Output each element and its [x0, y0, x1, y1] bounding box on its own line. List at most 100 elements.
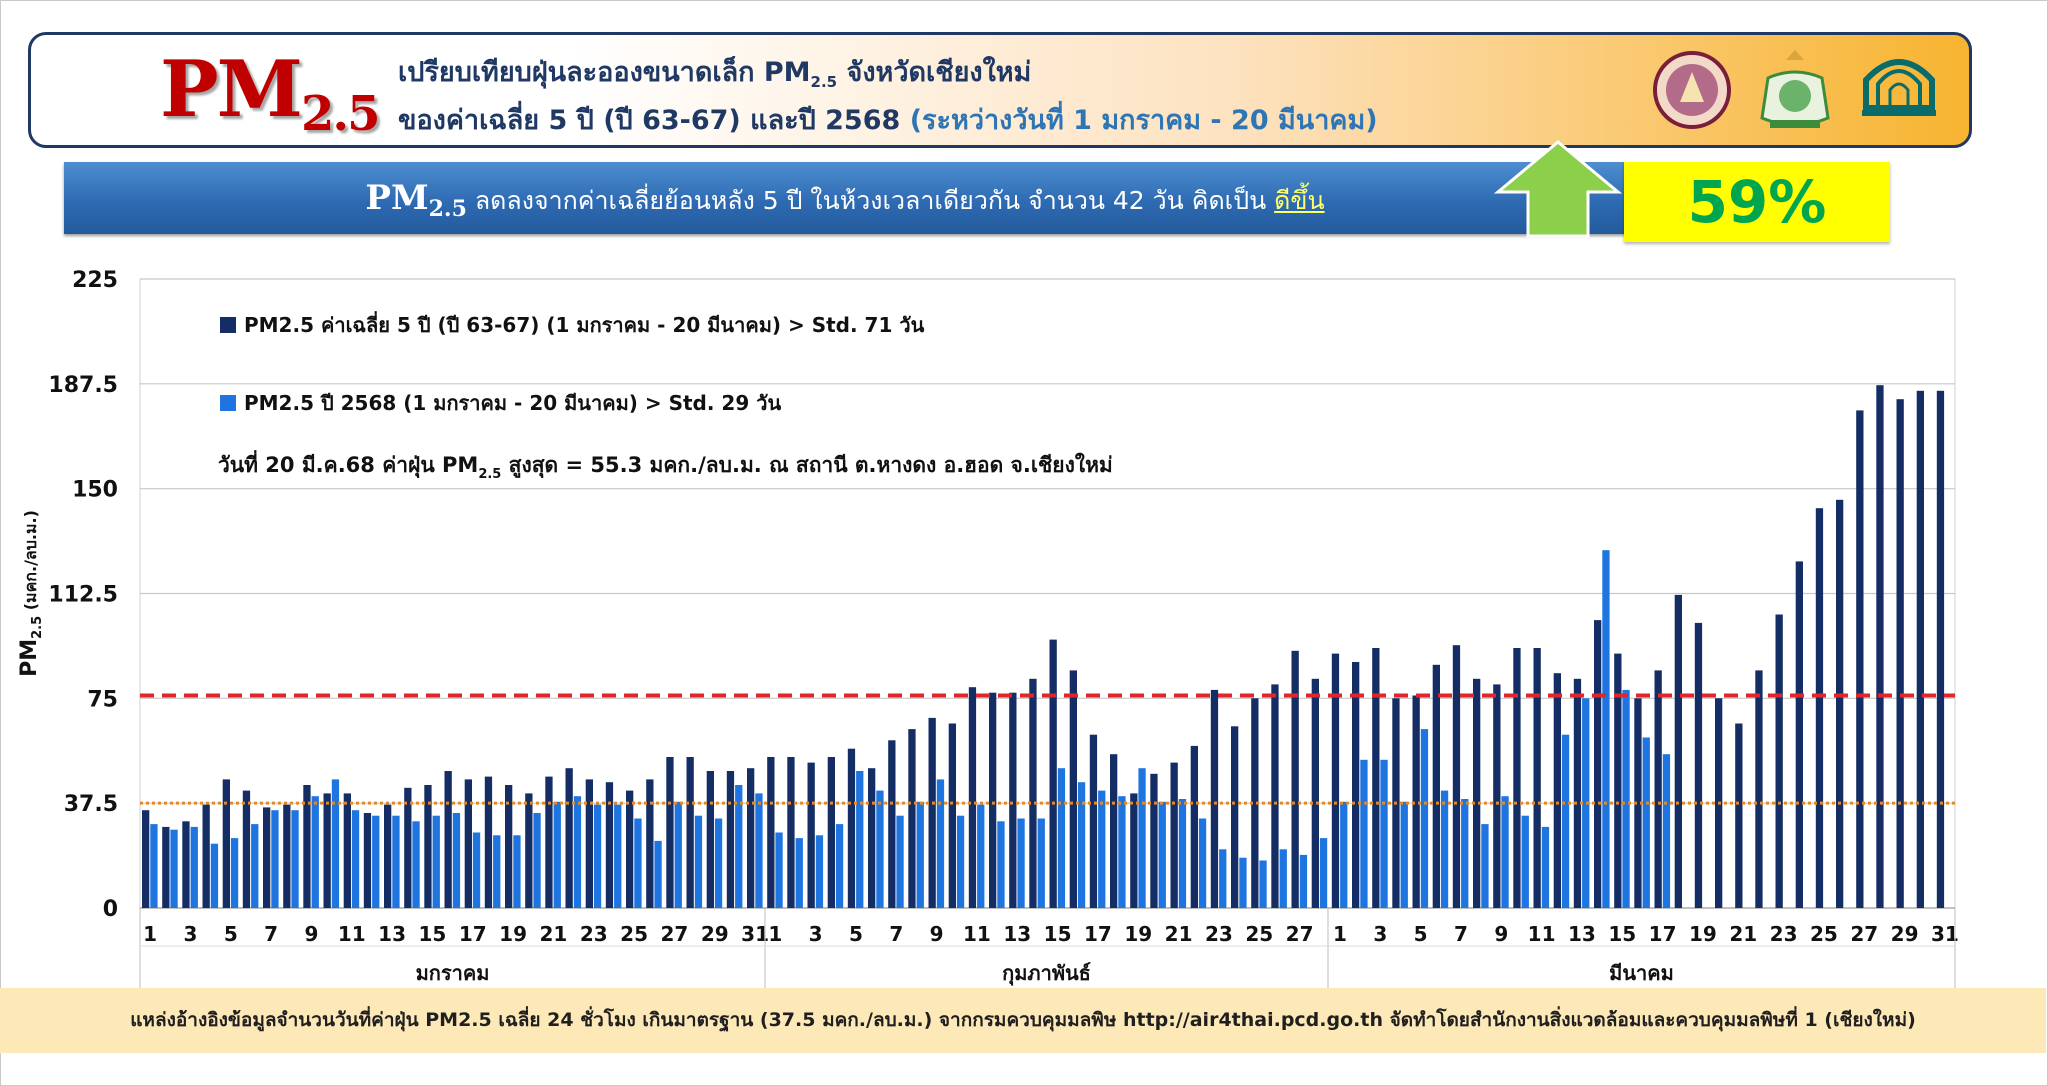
avg-5yr-bar — [1089, 734, 1098, 908]
year-2568-bar — [1118, 796, 1126, 908]
x-tick-label: 7 — [889, 922, 903, 946]
avg-5yr-bar — [384, 804, 392, 908]
x-tick-label: 7 — [264, 922, 278, 946]
y-axis-label: PM2.5 (มคก./ลบ.ม.) — [17, 510, 45, 677]
avg-5yr-bar — [827, 757, 835, 908]
header-title-line2: ของค่าเฉลี่ย 5 ปี (ปี 63-67) และปี 2568 … — [398, 105, 1378, 136]
year-2568-bar — [1461, 799, 1469, 908]
year-2568-bar — [150, 824, 158, 908]
avg-5yr-bar — [1291, 650, 1299, 908]
avg-5yr-bar — [1573, 678, 1582, 908]
year-2568-bar — [271, 810, 279, 908]
avg-5yr-bar — [142, 810, 150, 908]
year-2568-bar — [230, 838, 239, 908]
up-arrow-icon — [1494, 140, 1622, 238]
avg-5yr-bar — [484, 776, 493, 908]
x-tick-label: 25 — [1245, 922, 1273, 946]
month-label: มีนาคม — [1609, 961, 1674, 985]
avg-5yr-bar — [1614, 653, 1622, 908]
x-tick-label: 3 — [809, 922, 823, 946]
avg-5yr-bar — [343, 793, 351, 908]
avg-5yr-bar — [1412, 695, 1420, 908]
year-2568-bar — [896, 815, 904, 908]
year-2568-bar — [1582, 698, 1590, 908]
avg-5yr-bar — [1271, 684, 1279, 908]
x-tick-label: 25 — [1810, 922, 1838, 946]
avg-5yr-bar — [182, 821, 190, 908]
x-tick-label: 9 — [304, 922, 318, 946]
year-2568-bar — [311, 796, 319, 908]
avg-5yr-bar — [1533, 648, 1541, 908]
year-2568-bar — [170, 829, 178, 908]
year-2568-bar — [1481, 824, 1489, 908]
header-title-line1: เปรียบเทียบฝุ่นละอองขนาดเล็ก PM2.5 จังหว… — [398, 57, 1032, 91]
x-tick-label: 1 — [1333, 922, 1347, 946]
avg-5yr-bar — [1594, 620, 1602, 908]
year-2568-bar — [1440, 790, 1449, 908]
x-tick-label: 11 — [1528, 922, 1556, 946]
avg-5yr-bar — [585, 779, 593, 908]
year-2568-bar — [573, 796, 582, 908]
x-tick-label: 19 — [499, 922, 527, 946]
avg-5yr-bar — [1735, 723, 1743, 908]
year-2568-bar — [372, 815, 380, 908]
avg-5yr-bar — [1231, 726, 1239, 908]
x-tick-label: 31 — [741, 922, 769, 946]
x-tick-label: 7 — [1454, 922, 1468, 946]
avg-5yr-bar — [1331, 653, 1340, 908]
year-2568-bar — [936, 779, 945, 908]
avg-5yr-bar — [464, 779, 472, 908]
year-2568-bar — [1541, 826, 1550, 908]
year-2568-bar — [1158, 801, 1166, 908]
year-2568-bar — [997, 821, 1005, 908]
year-2568-bar — [493, 835, 501, 908]
year-2568-bar — [1602, 550, 1610, 908]
x-tick-label: 9 — [930, 922, 944, 946]
avg-5yr-bar — [1150, 773, 1158, 908]
year-2568-bar — [351, 810, 360, 908]
avg-5yr-bar — [525, 793, 533, 908]
avg-5yr-bar — [868, 768, 876, 908]
year-2568-bar — [1622, 689, 1630, 908]
year-2568-bar — [593, 804, 602, 908]
avg-5yr-bar — [888, 740, 896, 908]
avg-5yr-bar — [1553, 673, 1561, 908]
avg-5yr-bar — [646, 779, 654, 908]
y-tick-label: 112.5 — [48, 583, 118, 608]
x-tick-label: 19 — [1689, 922, 1717, 946]
x-tick-label: 27 — [1286, 922, 1314, 946]
x-tick-label: 13 — [1568, 922, 1596, 946]
year-2568-bar — [553, 801, 561, 908]
year-2568-bar — [876, 790, 884, 908]
avg-5yr-bar — [1110, 754, 1118, 908]
x-tick-label: 21 — [1165, 922, 1193, 946]
y-tick-label: 187.5 — [48, 373, 118, 398]
year-2568-bar — [1098, 790, 1106, 908]
avg-5yr-bar — [1130, 793, 1138, 908]
year-2568-bar — [1279, 849, 1287, 908]
year-2568-bar — [755, 793, 763, 908]
avg-5yr-bar — [202, 804, 210, 908]
avg-5yr-bar — [706, 771, 714, 908]
month-label: กุมภาพันธ์ — [1002, 961, 1091, 986]
year-2568-bar — [654, 840, 662, 908]
legend-label: PM2.5 ค่าเฉลี่ย 5 ปี (ปี 63-67) (1 มกราค… — [244, 310, 925, 337]
avg-5yr-bar — [908, 729, 916, 908]
legend-label: PM2.5 ปี 2568 (1 มกราคม - 20 มีนาคม) > S… — [244, 391, 781, 415]
y-tick-label: 225 — [72, 268, 118, 293]
y-tick-label: 37.5 — [64, 792, 118, 817]
avg-5yr-bar — [1493, 684, 1501, 908]
year-2568-bar — [916, 801, 924, 908]
avg-5yr-bar — [1452, 645, 1461, 908]
max-value-annotation: วันที่ 20 มี.ค.68 ค่าฝุ่น PM2.5 สูงสุด =… — [218, 449, 1113, 482]
avg-5yr-bar — [1916, 390, 1924, 908]
avg-5yr-bar — [1473, 678, 1481, 908]
year-2568-bar — [392, 815, 400, 908]
x-tick-label: 13 — [378, 922, 406, 946]
avg-5yr-bar — [1352, 662, 1360, 908]
legend-swatch — [220, 395, 236, 411]
avg-5yr-bar — [948, 723, 956, 908]
header-panel — [28, 32, 1972, 148]
avg-5yr-bar — [1775, 614, 1783, 908]
x-tick-label: 25 — [620, 922, 648, 946]
